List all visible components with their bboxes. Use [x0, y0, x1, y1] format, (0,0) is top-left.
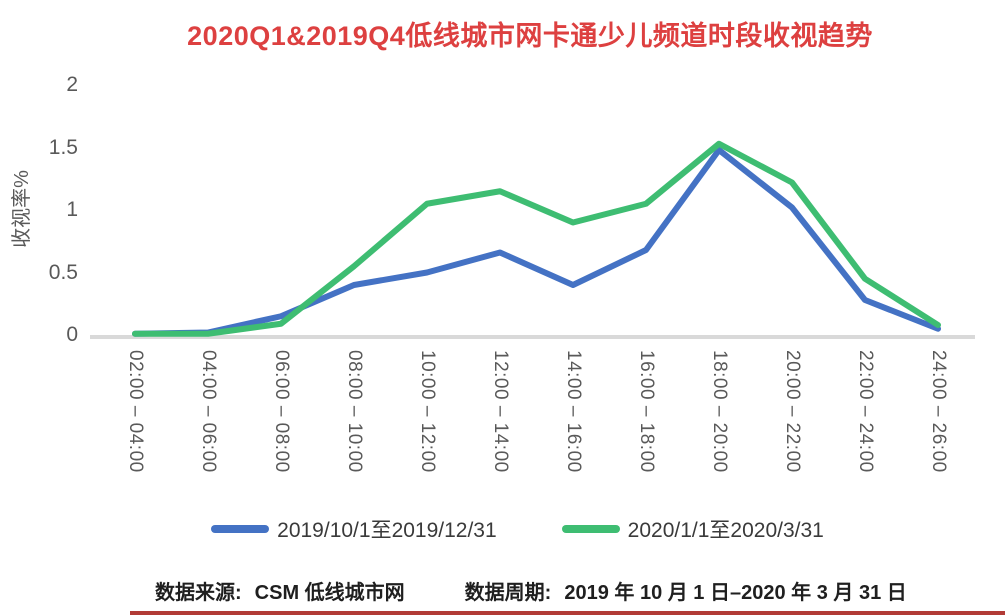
y-tick-label: 1 — [66, 198, 78, 221]
x-axis-label: 22:00 – 24:00 — [855, 350, 876, 473]
chart-title: 2020Q1&2019Q4低线城市网卡通少儿频道时段收视趋势 — [187, 21, 873, 51]
x-axis-label: 04:00 – 06:00 — [198, 350, 219, 473]
legend-item-2019q4: 2019/10/1至2019/12/31 — [211, 514, 497, 544]
data-period-label: 数据周期: — [464, 582, 552, 604]
y-tick-label: 0 — [66, 323, 78, 346]
series-line-0 — [132, 147, 941, 337]
y-tick-label: 2 — [66, 73, 78, 96]
data-source-value: CSM 低线城市网 — [254, 582, 405, 604]
y-axis-tick-labels: 0 0.5 1 1.5 2 — [40, 0, 78, 615]
legend-label-2020q1: 2020/1/1至2020/3/31 — [627, 519, 824, 542]
legend-swatch-blue-icon — [211, 525, 270, 533]
x-axis-label: 18:00 – 20:00 — [709, 350, 730, 473]
footer: 数据来源: CSM 低线城市网 数据周期: 2019 年 10 月 1 日–20… — [155, 576, 907, 605]
data-source-label: 数据来源: — [155, 582, 242, 604]
x-axis-label: 08:00 – 10:00 — [344, 350, 365, 473]
x-axis-label: 10:00 – 12:00 — [417, 350, 438, 473]
y-tick-label: 1.5 — [48, 135, 78, 159]
x-axis-label: 02:00 – 04:00 — [125, 350, 146, 473]
data-period-value: 2019 年 10 月 1 日–2020 年 3 月 31 日 — [564, 582, 907, 604]
x-axis-label: 12:00 – 14:00 — [490, 350, 511, 473]
series-line-1 — [132, 140, 941, 337]
x-axis-label: 14:00 – 16:00 — [563, 350, 584, 473]
x-axis-label: 16:00 – 18:00 — [636, 350, 657, 473]
y-tick-label: 0.5 — [48, 260, 78, 284]
legend-swatch-green-icon — [561, 525, 620, 533]
x-axis-label: 20:00 – 22:00 — [782, 350, 803, 473]
legend-item-2020q1: 2020/1/1至2020/3/31 — [561, 514, 824, 544]
legend-label-2019q4: 2019/10/1至2019/12/31 — [277, 519, 497, 542]
legend: 2019/10/1至2019/12/31 2020/1/1至2020/3/31 — [0, 514, 1005, 544]
x-axis-label: 06:00 – 08:00 — [271, 350, 292, 473]
x-axis-label: 24:00 – 26:00 — [928, 350, 949, 473]
footer-accent-underline — [130, 611, 1005, 615]
